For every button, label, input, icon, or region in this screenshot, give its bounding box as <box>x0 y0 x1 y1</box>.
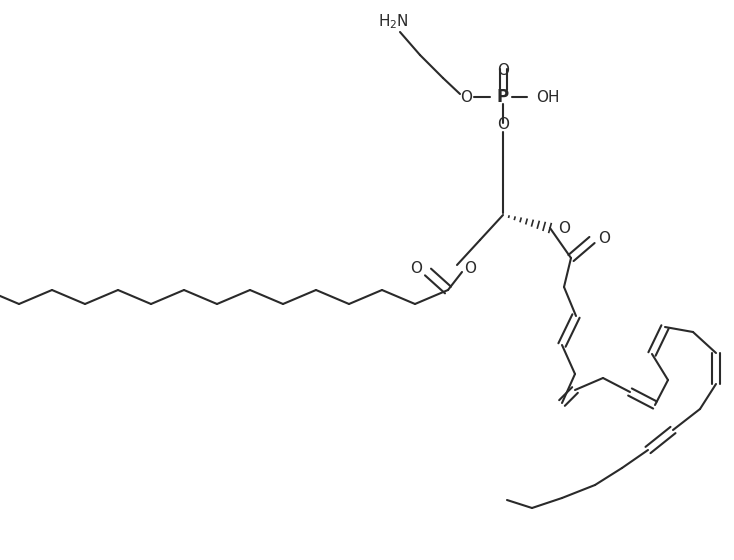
Text: O: O <box>464 260 476 276</box>
Text: O: O <box>410 260 422 276</box>
Text: O: O <box>497 63 509 77</box>
Text: H$_2$N: H$_2$N <box>377 13 408 31</box>
Text: O: O <box>497 116 509 132</box>
Text: O: O <box>598 231 610 245</box>
Text: O: O <box>460 90 472 105</box>
Text: P: P <box>497 88 509 106</box>
Text: OH: OH <box>536 90 559 105</box>
Text: O: O <box>558 221 570 236</box>
